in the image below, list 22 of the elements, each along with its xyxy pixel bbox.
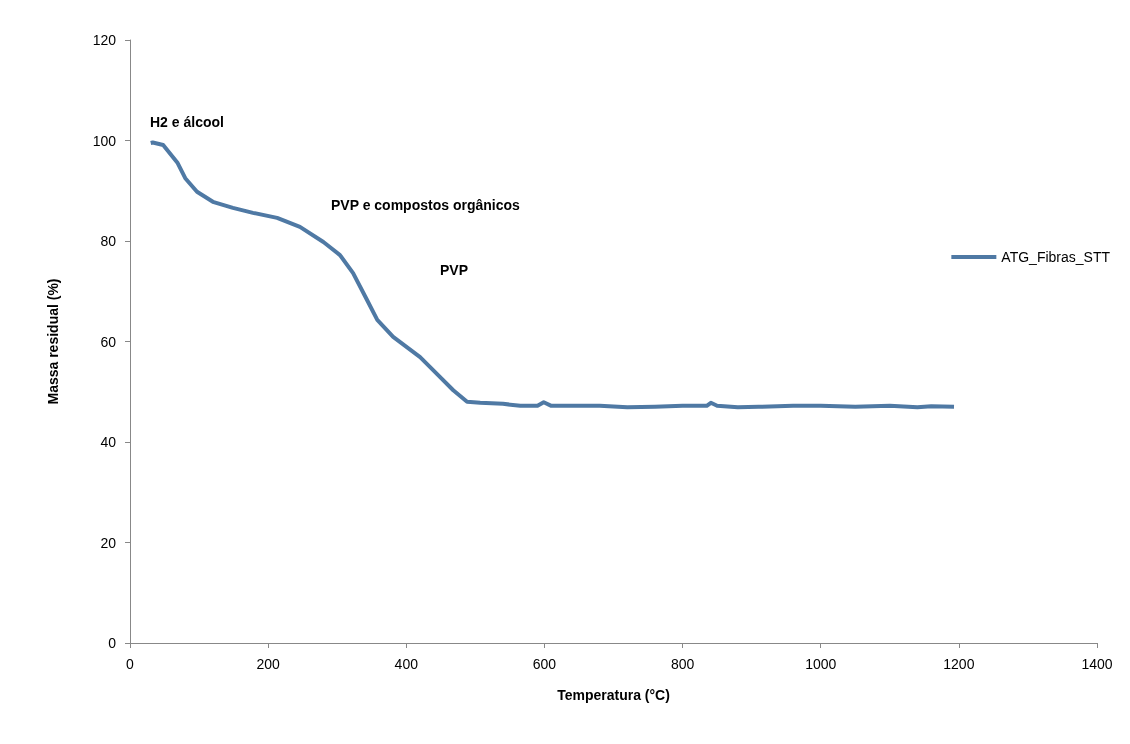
y-tick-label: 40 [100,434,117,450]
x-tick-label: 400 [394,656,419,672]
y-tick-label: 120 [92,32,117,48]
y-tick-label: 20 [100,534,117,551]
x-tick-label: 200 [256,656,281,672]
x-tick-label: 800 [670,656,695,672]
annotation: H2 e álcool [150,114,224,130]
y-tick-label: 60 [100,333,117,350]
x-tick-label: 1400 [1081,656,1113,672]
line-series [148,140,957,410]
y-tick-label: 80 [100,233,117,249]
annotation: PVP [440,262,469,278]
annotation: PVP e compostos orgânicos [331,197,521,213]
x-tick-label: 1000 [805,656,837,672]
x-tick-label: 0 [126,656,135,672]
y-tick-label: 100 [92,132,117,149]
legend-label: ATG_Fibras_STT [1001,249,1111,265]
y-axis-title: Massa residual (%) [45,278,61,405]
y-tick-label: 0 [108,635,117,651]
x-axis-title: Temperatura (°C) [557,687,670,703]
x-tick-label: 1200 [943,656,975,672]
x-tick-label: 600 [532,656,557,672]
